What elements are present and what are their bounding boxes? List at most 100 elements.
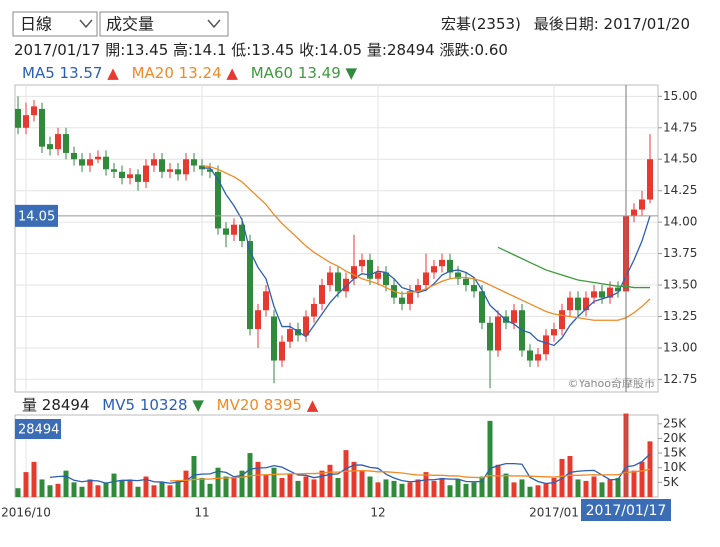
- candle-body: [39, 108, 45, 147]
- volume-bar: [223, 476, 229, 497]
- candle-body: [631, 209, 637, 216]
- volume-bar: [271, 467, 277, 497]
- volume-bar: [375, 482, 381, 497]
- candle-body: [215, 171, 221, 229]
- stock-name: 宏碁(2353): [441, 15, 521, 33]
- candle-body: [175, 169, 181, 175]
- candle-body: [143, 165, 149, 182]
- legend-value: 13.49: [298, 64, 341, 82]
- volume-bar: [535, 485, 541, 497]
- volume-bar: [47, 485, 53, 497]
- legend-value: 28494: [42, 396, 90, 414]
- candle-body: [351, 266, 357, 279]
- volume-box: [15, 419, 61, 439]
- volume-bar: [431, 480, 437, 497]
- candle-body: [207, 169, 213, 172]
- volume-bar: [487, 420, 493, 497]
- volume-bar: [383, 479, 389, 497]
- volume-bar: [127, 479, 133, 497]
- legend-value: 13.24: [179, 64, 222, 82]
- candle-body: [303, 316, 309, 336]
- volume-bar: [447, 485, 453, 497]
- volume-bar: [615, 477, 621, 497]
- candle-body: [151, 159, 157, 166]
- indicator-dropdown[interactable]: [99, 11, 229, 37]
- ma-line: [201, 164, 651, 321]
- candle-body: [455, 272, 461, 279]
- dropdown-arrow: [79, 19, 93, 29]
- volume-bar: [575, 479, 581, 497]
- candle-body: [167, 169, 173, 172]
- volume-bar: [399, 483, 405, 497]
- volume-bar: [519, 479, 525, 497]
- down-arrow: ▼: [192, 396, 204, 414]
- volume-bar: [95, 485, 101, 497]
- candle-body: [263, 291, 269, 311]
- y-tick-label: 14.50: [663, 152, 697, 166]
- legend-value: 8395: [264, 396, 302, 414]
- candle-body: [463, 278, 469, 286]
- volume-bar: [159, 482, 165, 497]
- volume-bar: [287, 473, 293, 497]
- candle-body: [255, 310, 261, 330]
- candle-body: [47, 144, 53, 150]
- volume-bar: [79, 486, 85, 497]
- high: 14.1: [193, 41, 226, 59]
- indicator-label[interactable]: 成交量: [106, 15, 154, 34]
- candle-body: [543, 335, 549, 355]
- candle-body: [559, 310, 565, 330]
- candle-body: [399, 297, 405, 304]
- volume-bar: [31, 461, 37, 497]
- legend-value: 13.57: [60, 64, 103, 82]
- period-label[interactable]: 日線: [20, 15, 52, 34]
- volume-bar: [39, 479, 45, 497]
- volume-bar: [103, 482, 109, 497]
- volume-bar: [455, 479, 461, 497]
- y-tick-label: 14.75: [663, 120, 697, 134]
- volume-bar: [63, 470, 69, 497]
- candle-body: [287, 329, 293, 342]
- label: 漲跌:: [439, 41, 474, 59]
- volume-bar: [439, 477, 445, 497]
- price-box: [15, 204, 58, 227]
- x-tick-label: 11: [194, 506, 209, 520]
- volume-bar: [551, 477, 557, 497]
- volume-bar: [503, 473, 509, 497]
- volume-bar: [191, 456, 197, 497]
- candle-body: [447, 259, 453, 273]
- stock-header: 宏碁(2353) 最後日期: 2017/01/20: [441, 15, 690, 33]
- candle-body: [495, 316, 501, 351]
- candle-body: [327, 272, 333, 286]
- last-date-label: 最後日期:: [534, 15, 599, 33]
- volume-legend: 量 28494 MV5 10328 ▼ MV20 8395 ▲: [22, 396, 319, 414]
- volume-bar: [111, 473, 117, 497]
- dropdown-arrow: [207, 19, 221, 29]
- candle-body: [311, 303, 317, 317]
- mv-line: [49, 453, 651, 485]
- label: 高:: [173, 41, 193, 59]
- date-box: [581, 499, 671, 521]
- volume-bar: [183, 470, 189, 497]
- volume-bar: [231, 477, 237, 497]
- down-arrow: ▼: [346, 64, 358, 82]
- legend-name: MA20: [132, 64, 174, 82]
- candle-body: [223, 228, 229, 235]
- volume-bar: [639, 461, 645, 497]
- candle-body: [439, 259, 445, 267]
- y-tick-label: 15.00: [663, 89, 697, 103]
- volume-bar: [295, 480, 301, 497]
- watermark: ©Yahoo奇摩股市: [568, 376, 655, 390]
- volume-bar: [343, 450, 349, 497]
- candle-body: [247, 241, 253, 330]
- legend-name: 量: [22, 396, 37, 414]
- candle-body: [487, 322, 493, 351]
- candle-body: [415, 285, 421, 292]
- volume-bar: [351, 461, 357, 497]
- candle-body: [359, 259, 365, 267]
- ma-line: [497, 246, 650, 289]
- candle-body: [271, 316, 277, 361]
- candle-body: [511, 310, 517, 323]
- ma-legend: MA5 13.57 ▲ MA20 13.24 ▲ MA60 13.49 ▼: [22, 64, 358, 82]
- up-arrow: ▲: [107, 64, 119, 82]
